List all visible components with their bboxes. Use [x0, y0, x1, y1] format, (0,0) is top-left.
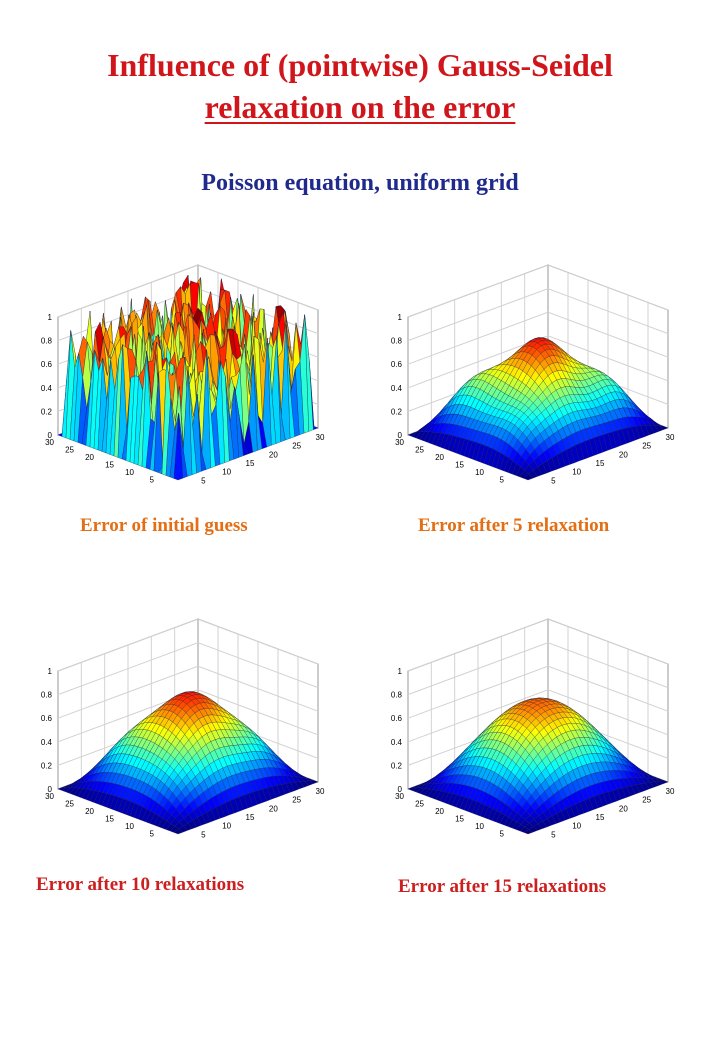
z-tick-label: 0 — [48, 785, 53, 794]
y-tick-label: 30 — [45, 438, 54, 447]
x-tick-label: 25 — [642, 796, 651, 805]
x-tick-label: 5 — [551, 476, 556, 485]
z-tick-label: 1 — [398, 667, 403, 676]
x-tick-label: 10 — [572, 468, 581, 477]
z-tick-label: 0 — [48, 431, 53, 440]
y-tick-label: 10 — [475, 468, 484, 477]
surface-cell — [173, 829, 183, 835]
surface — [57, 274, 319, 481]
title-line-1: Influence of (pointwise) Gauss-Seidel — [107, 47, 613, 83]
surface-plot-initial: 0 0.2 0.4 0.6 0.8 1 30 25 20 15 10 5 5 10 15 20 25 30 — [28, 250, 348, 500]
surface-plot-10: 0 0.2 0.4 0.6 0.8 1 30 25 20 15 10 5 5 10 15 20 25 30 — [28, 604, 348, 854]
y-tick-label: 15 — [455, 461, 464, 470]
y-tick-label: 10 — [125, 822, 134, 831]
y-tick-label: 30 — [45, 792, 54, 801]
y-tick-label: 10 — [125, 468, 134, 477]
z-tick-label: 0.6 — [41, 360, 53, 369]
y-tick-label: 25 — [65, 800, 74, 809]
x-tick-label: 20 — [269, 804, 278, 813]
surface — [407, 337, 669, 481]
x-tick-label: 15 — [246, 459, 255, 468]
z-tick-label: 0.2 — [391, 407, 403, 416]
y-tick-label: 20 — [435, 453, 444, 462]
surface-plot-15: 0 0.2 0.4 0.6 0.8 1 30 25 20 15 10 5 5 10 15 20 25 30 — [378, 604, 698, 854]
y-tick-label: 5 — [150, 830, 155, 839]
x-tick-label: 30 — [666, 433, 675, 442]
z-tick-label: 0.2 — [41, 761, 53, 770]
surface-plot-5: 0 0.2 0.4 0.6 0.8 1 30 25 20 15 10 5 5 10 15 20 25 30 — [378, 250, 698, 500]
caption-5: Error after 5 relaxation — [418, 515, 610, 536]
x-tick-label: 5 — [201, 476, 206, 485]
y-tick-label: 5 — [500, 830, 505, 839]
y-tick-label: 20 — [85, 453, 94, 462]
z-tick-label: 0.4 — [41, 738, 53, 747]
y-tick-label: 30 — [395, 438, 404, 447]
z-tick-label: 0 — [398, 785, 403, 794]
z-tick-label: 0.6 — [391, 714, 403, 723]
caption-initial: Error of initial guess — [80, 515, 248, 536]
surface-cell — [173, 413, 183, 481]
y-tick-label: 20 — [435, 807, 444, 816]
surface-plot-10-svg: 0 0.2 0.4 0.6 0.8 1 30 25 20 15 10 5 5 10 15 20 25 30 — [41, 618, 325, 839]
z-tick-label: 0.2 — [391, 761, 403, 770]
y-tick-label: 25 — [415, 800, 424, 809]
caption-10: Error after 10 relaxations — [36, 874, 245, 895]
x-tick-label: 10 — [222, 468, 231, 477]
y-tick-label: 10 — [475, 822, 484, 831]
z-tick-label: 1 — [398, 313, 403, 322]
z-tick-label: 1 — [48, 313, 53, 322]
z-tick-label: 0.4 — [391, 738, 403, 747]
x-tick-label: 30 — [316, 433, 325, 442]
caption-15: Error after 15 relaxations — [398, 876, 607, 897]
title-line-2: relaxation on the error — [204, 89, 516, 125]
z-tick-label: 0.8 — [391, 691, 403, 700]
x-tick-label: 20 — [619, 804, 628, 813]
y-tick-label: 15 — [455, 815, 464, 824]
x-tick-label: 10 — [572, 822, 581, 831]
x-tick-label: 20 — [269, 450, 278, 459]
x-tick-label: 15 — [246, 813, 255, 822]
z-tick-label: 0.2 — [41, 407, 53, 416]
z-tick-label: 1 — [48, 667, 53, 676]
z-tick-label: 0.8 — [41, 691, 53, 700]
y-tick-label: 20 — [85, 807, 94, 816]
y-tick-label: 15 — [105, 815, 114, 824]
x-tick-label: 25 — [642, 442, 651, 451]
z-tick-label: 0.6 — [41, 714, 53, 723]
y-tick-label: 30 — [395, 792, 404, 801]
z-tick-label: 0 — [398, 431, 403, 440]
y-tick-label: 15 — [105, 461, 114, 470]
surface-cell — [523, 829, 533, 835]
z-tick-label: 0.8 — [391, 337, 403, 346]
x-tick-label: 30 — [666, 787, 675, 796]
x-tick-label: 15 — [596, 459, 605, 468]
x-tick-label: 25 — [292, 796, 301, 805]
x-tick-label: 10 — [222, 822, 231, 831]
x-tick-label: 5 — [551, 830, 556, 839]
x-tick-label: 25 — [292, 442, 301, 451]
surface — [57, 691, 319, 835]
y-tick-label: 5 — [500, 476, 505, 485]
slide-subtitle: Poisson equation, uniform grid — [201, 170, 519, 196]
z-tick-label: 0.8 — [41, 337, 53, 346]
y-tick-label: 5 — [150, 476, 155, 485]
x-tick-label: 5 — [201, 830, 206, 839]
y-tick-label: 25 — [65, 446, 74, 455]
surface-plot-15-svg: 0 0.2 0.4 0.6 0.8 1 30 25 20 15 10 5 5 10 15 20 25 30 — [391, 618, 675, 839]
z-tick-label: 0.4 — [391, 384, 403, 393]
y-tick-label: 25 — [415, 446, 424, 455]
slide-title: Influence of (pointwise) Gauss-Seidel re… — [0, 44, 720, 128]
z-tick-label: 0.6 — [391, 360, 403, 369]
surface — [407, 697, 669, 835]
surface-plot-5-svg: 0 0.2 0.4 0.6 0.8 1 30 25 20 15 10 5 5 10 15 20 25 30 — [391, 264, 675, 485]
x-tick-label: 15 — [596, 813, 605, 822]
surface-cell — [523, 473, 533, 481]
x-tick-label: 30 — [316, 787, 325, 796]
surface-plot-initial-svg: 0 0.2 0.4 0.6 0.8 1 30 25 20 15 10 5 5 10 15 20 25 30 — [41, 264, 325, 485]
z-tick-label: 0.4 — [41, 384, 53, 393]
x-tick-label: 20 — [619, 450, 628, 459]
